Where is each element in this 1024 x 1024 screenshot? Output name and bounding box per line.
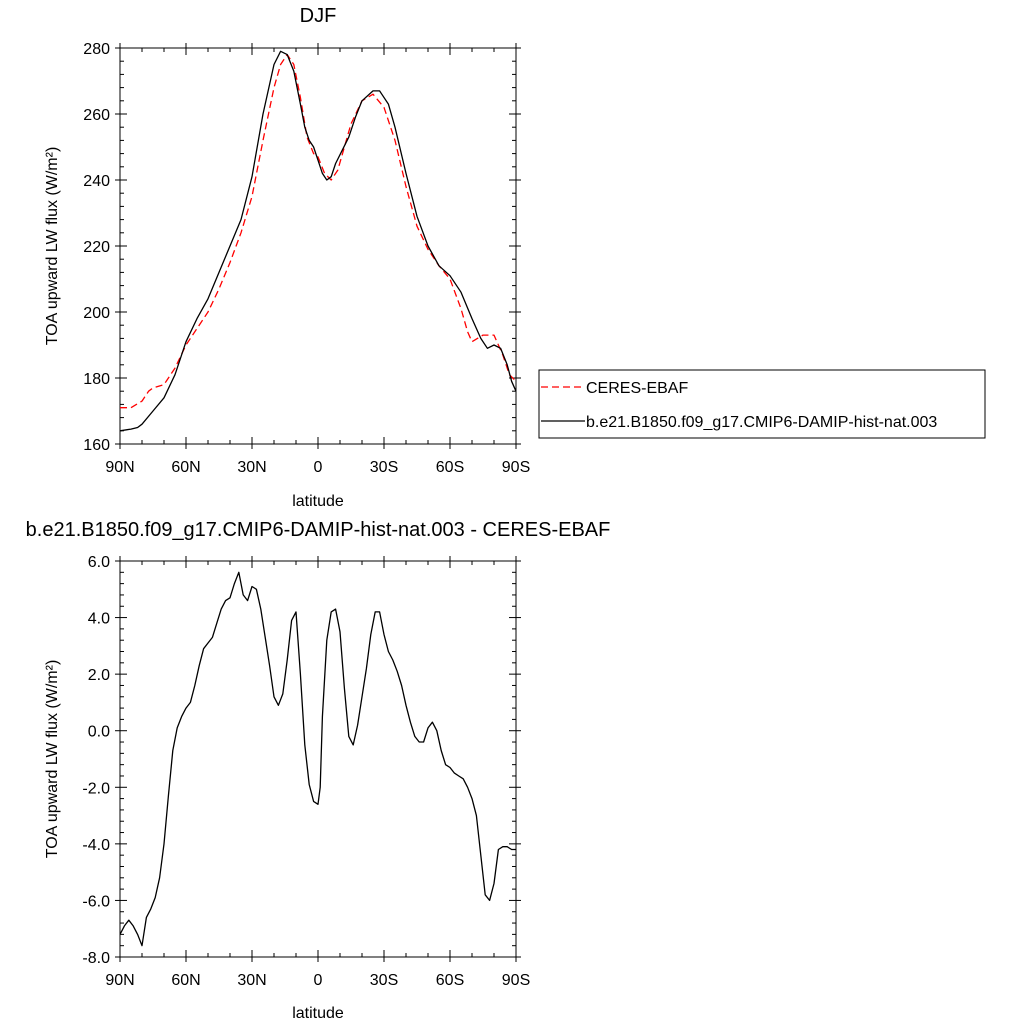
top-x-tick-label: 0 <box>314 459 323 476</box>
bottom-y-tick-label: 6.0 <box>88 554 110 571</box>
bottom-chart-title: b.e21.B1850.f09_g17.CMIP6-DAMIP-hist-nat… <box>26 519 611 541</box>
top-y-tick-label: 220 <box>83 239 110 256</box>
top-axis-ticks <box>115 43 521 449</box>
bottom-y-tick-label: 2.0 <box>88 667 110 684</box>
bottom-x-tick-label: 0 <box>314 972 323 989</box>
bottom-axis-ticks <box>115 556 521 962</box>
top-x-tick-label: 60S <box>436 459 464 476</box>
top-series-line-1 <box>119 50 517 432</box>
top-y-tick-label: 200 <box>83 305 110 322</box>
bottom-x-axis-label: latitude <box>292 1005 344 1022</box>
top-plot-frame <box>119 47 517 445</box>
legend-label-model: b.e21.B1850.f09_g17.CMIP6-DAMIP-hist-nat… <box>586 414 937 431</box>
top-x-tick-label: 90N <box>105 459 134 476</box>
bottom-y-tick-label: 4.0 <box>88 611 110 628</box>
top-y-tick-label: 240 <box>83 173 110 190</box>
top-y-tick-label: 280 <box>83 41 110 58</box>
bottom-x-tick-labels: 90N 60N 30N 0 30S 60S 90S <box>105 972 530 989</box>
top-panel: DJF 160 180 200 220 240 260 280 90N 60N 30N 0 30S 6… <box>44 5 986 510</box>
bottom-y-tick-label: -2.0 <box>82 780 110 797</box>
bottom-y-axis-label: TOA upward LW flux (W/m²) <box>44 660 61 859</box>
top-x-axis-label: latitude <box>292 493 344 510</box>
top-x-tick-label: 30S <box>370 459 398 476</box>
top-x-tick-labels: 90N 60N 30N 0 30S 60S 90S <box>105 459 530 476</box>
bottom-y-tick-label: 0.0 <box>88 724 110 741</box>
top-chart-title: DJF <box>300 5 337 27</box>
bottom-x-tick-label: 30N <box>237 972 266 989</box>
top-x-tick-label: 90S <box>502 459 530 476</box>
top-y-tick-label: 180 <box>83 371 110 388</box>
legend-label-ceres: CERES-EBAF <box>586 380 688 397</box>
bottom-x-tick-label: 60S <box>436 972 464 989</box>
bottom-series-line-0 <box>119 571 516 947</box>
top-y-tick-label: 160 <box>83 437 110 454</box>
bottom-y-tick-label: -4.0 <box>82 837 110 854</box>
bottom-x-tick-label: 30S <box>370 972 398 989</box>
top-series-group <box>119 50 517 432</box>
bottom-y-tick-label: -6.0 <box>82 893 110 910</box>
bottom-x-tick-label: 60N <box>171 972 200 989</box>
top-legend: CERES-EBAF b.e21.B1850.f09_g17.CMIP6-DAM… <box>538 369 986 439</box>
legend-frame <box>538 369 986 439</box>
bottom-y-tick-label: -8.0 <box>82 950 110 967</box>
bottom-series-group <box>119 571 516 947</box>
top-y-tick-labels: 160 180 200 220 240 260 280 <box>83 41 110 454</box>
bottom-x-tick-label: 90S <box>502 972 530 989</box>
top-y-axis-label: TOA upward LW flux (W/m²) <box>44 147 61 346</box>
bottom-panel: b.e21.B1850.f09_g17.CMIP6-DAMIP-hist-nat… <box>26 519 611 1022</box>
top-y-tick-label: 260 <box>83 107 110 124</box>
bottom-x-tick-label: 90N <box>105 972 134 989</box>
bottom-y-tick-labels: -8.0 -6.0 -4.0 -2.0 0.0 2.0 4.0 6.0 <box>82 554 110 967</box>
top-series-line-0 <box>120 53 517 409</box>
top-x-tick-label: 30N <box>237 459 266 476</box>
top-x-tick-label: 60N <box>171 459 200 476</box>
bottom-plot-frame <box>119 560 517 958</box>
